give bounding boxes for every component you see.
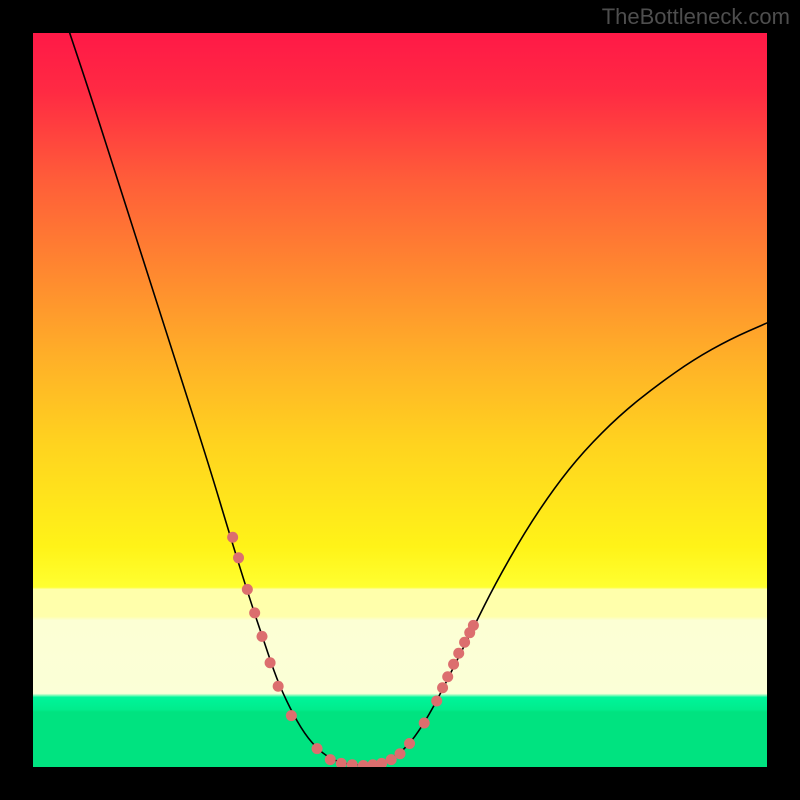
watermark-text: TheBottleneck.com (602, 4, 790, 30)
gradient-background (33, 33, 767, 767)
outer-frame: TheBottleneck.com (0, 0, 800, 800)
plot-area (33, 33, 767, 767)
